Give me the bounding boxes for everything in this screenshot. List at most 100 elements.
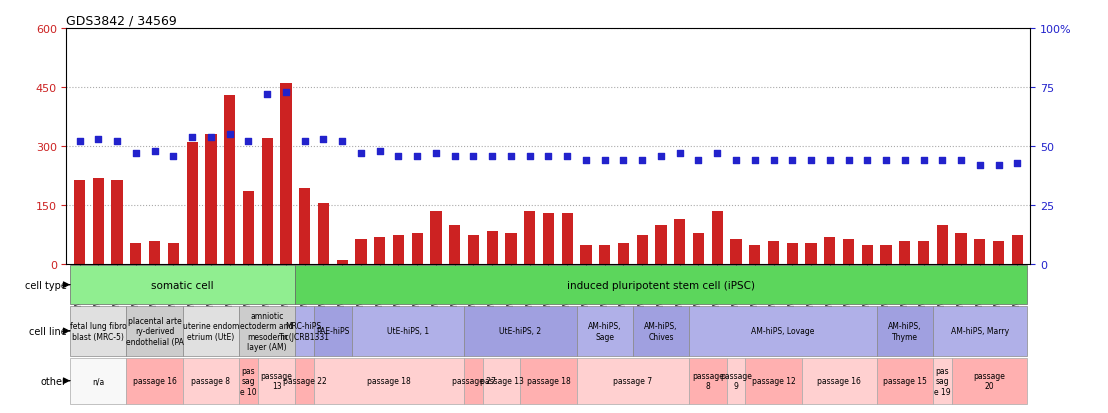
Text: passage 15: passage 15 — [883, 376, 926, 385]
Point — [653, 153, 670, 159]
Text: passage 27: passage 27 — [451, 376, 495, 385]
Point — [390, 153, 408, 159]
FancyBboxPatch shape — [802, 358, 876, 404]
Point — [915, 158, 933, 164]
FancyBboxPatch shape — [183, 306, 239, 356]
FancyBboxPatch shape — [351, 306, 464, 356]
FancyBboxPatch shape — [576, 358, 689, 404]
FancyBboxPatch shape — [876, 306, 933, 356]
Point — [277, 89, 295, 96]
Bar — [93, 178, 104, 265]
Text: uterine endom
etrium (UtE): uterine endom etrium (UtE) — [183, 321, 239, 341]
Bar — [411, 233, 423, 265]
Point — [146, 148, 164, 155]
Bar — [862, 245, 873, 265]
Bar — [112, 180, 123, 265]
Point — [71, 139, 89, 145]
FancyBboxPatch shape — [70, 306, 126, 356]
Bar — [356, 239, 367, 265]
Text: passage 18: passage 18 — [367, 376, 411, 385]
Bar — [74, 180, 85, 265]
Text: AM-hiPS, Marry: AM-hiPS, Marry — [951, 327, 1009, 335]
FancyBboxPatch shape — [464, 358, 483, 404]
Text: passage 7: passage 7 — [614, 376, 653, 385]
Bar — [375, 237, 386, 265]
Text: passage 13: passage 13 — [480, 376, 523, 385]
Bar — [430, 212, 442, 265]
Bar — [486, 231, 497, 265]
Point — [127, 151, 145, 157]
FancyBboxPatch shape — [746, 358, 802, 404]
Text: passage
8: passage 8 — [691, 371, 724, 390]
FancyBboxPatch shape — [483, 358, 521, 404]
Bar — [1012, 235, 1023, 265]
Bar — [655, 225, 667, 265]
FancyBboxPatch shape — [521, 358, 576, 404]
FancyBboxPatch shape — [464, 306, 576, 356]
Bar — [205, 135, 216, 265]
FancyBboxPatch shape — [126, 358, 183, 404]
FancyBboxPatch shape — [576, 306, 633, 356]
Bar — [974, 239, 985, 265]
FancyBboxPatch shape — [314, 358, 464, 404]
Point — [840, 158, 858, 164]
Bar — [843, 239, 854, 265]
Point — [577, 158, 595, 164]
FancyBboxPatch shape — [933, 306, 1027, 356]
Text: UtE-hiPS, 2: UtE-hiPS, 2 — [500, 327, 542, 335]
Bar — [955, 233, 966, 265]
Bar — [749, 245, 760, 265]
Point — [445, 153, 463, 159]
Point — [220, 132, 238, 138]
Point — [989, 162, 1007, 169]
Bar — [468, 235, 479, 265]
Point — [239, 139, 257, 145]
Bar — [280, 84, 291, 265]
Point — [371, 148, 389, 155]
Bar — [505, 233, 516, 265]
Point — [1008, 160, 1026, 166]
Point — [90, 136, 107, 143]
FancyBboxPatch shape — [295, 358, 314, 404]
FancyBboxPatch shape — [727, 358, 746, 404]
Point — [258, 92, 276, 98]
Point — [352, 151, 370, 157]
Bar — [224, 96, 235, 265]
FancyBboxPatch shape — [876, 358, 933, 404]
Bar — [393, 235, 404, 265]
Bar — [692, 233, 704, 265]
Text: n/a: n/a — [92, 376, 104, 385]
Point — [540, 153, 557, 159]
Bar — [824, 237, 835, 265]
Point — [783, 158, 801, 164]
Bar — [900, 241, 911, 265]
FancyBboxPatch shape — [295, 306, 314, 356]
Text: passage 22: passage 22 — [283, 376, 327, 385]
Text: AM-hiPS,
Chives: AM-hiPS, Chives — [644, 321, 678, 341]
FancyBboxPatch shape — [689, 306, 876, 356]
Text: MRC-hiPS,
Tic(JCRB1331: MRC-hiPS, Tic(JCRB1331 — [279, 321, 330, 341]
FancyBboxPatch shape — [633, 306, 689, 356]
Bar — [562, 214, 573, 265]
Text: fetal lung fibro
blast (MRC-5): fetal lung fibro blast (MRC-5) — [70, 321, 126, 341]
Bar — [917, 241, 930, 265]
Point — [765, 158, 782, 164]
Point — [689, 158, 707, 164]
Text: UtE-hiPS, 1: UtE-hiPS, 1 — [387, 327, 429, 335]
Text: placental arte
ry-derived
endothelial (PA: placental arte ry-derived endothelial (P… — [125, 316, 184, 346]
Bar — [299, 188, 310, 265]
FancyBboxPatch shape — [952, 358, 1027, 404]
FancyBboxPatch shape — [258, 358, 295, 404]
Point — [464, 153, 482, 159]
Text: passage 16: passage 16 — [133, 376, 176, 385]
Text: passage 8: passage 8 — [192, 376, 230, 385]
Text: passage
20: passage 20 — [973, 371, 1005, 390]
Point — [821, 158, 839, 164]
Text: amniotic
ectoderm and
mesoderm
layer (AM): amniotic ectoderm and mesoderm layer (AM… — [240, 311, 294, 351]
Text: cell line: cell line — [29, 326, 66, 336]
Point — [521, 153, 538, 159]
Bar — [261, 139, 273, 265]
Text: induced pluripotent stem cell (iPSC): induced pluripotent stem cell (iPSC) — [567, 280, 755, 290]
Bar — [449, 225, 460, 265]
FancyBboxPatch shape — [70, 358, 126, 404]
